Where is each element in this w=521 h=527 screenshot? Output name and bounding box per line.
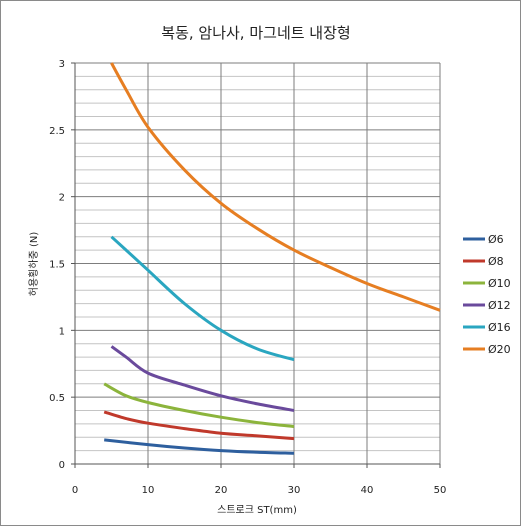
x-axis-tick-labels: 0 10 20 30 40 50: [72, 464, 447, 496]
x-axis-title: 스트로크 ST(mm): [217, 504, 297, 516]
chart-title: 복동, 암나사, 마그네트 내장형: [161, 24, 350, 42]
x-tick-label: 10: [142, 485, 155, 496]
x-tick-label: 30: [288, 485, 301, 496]
y-tick-label: 2.5: [49, 126, 65, 137]
series-lines: [103, 62, 441, 455]
y-tick-label: 1.5: [49, 260, 65, 271]
legend-label: Ø6: [488, 233, 504, 246]
series-line-0: [104, 438, 295, 455]
legend-label: Ø10: [488, 277, 511, 290]
major-gridlines: [75, 62, 441, 464]
minor-gridlines: [75, 75, 440, 452]
series-line-1: [103, 410, 295, 441]
series-line-2: [103, 382, 295, 429]
x-tick-label: 50: [434, 485, 447, 496]
y-axis-title: 허용횡하중 (N): [27, 232, 40, 297]
series-line-4: [110, 235, 295, 362]
y-tick-label: 3: [59, 59, 65, 70]
legend-label: Ø12: [488, 299, 511, 312]
x-tick-label: 0: [72, 485, 78, 496]
y-tick-label: 2: [59, 193, 65, 204]
series-line-3: [110, 345, 295, 412]
y-tick-label: 1: [59, 326, 65, 337]
legend: Ø6 Ø8 Ø10 Ø12 Ø16 Ø20: [463, 233, 511, 356]
y-axis-tick-labels: 0 0.5 1 1.5 2 2.5 3: [49, 59, 75, 471]
legend-label: Ø16: [488, 321, 511, 334]
y-tick-label: 0: [59, 460, 65, 471]
x-tick-label: 20: [215, 485, 228, 496]
x-tick-label: 40: [361, 485, 374, 496]
axis-lines: [71, 63, 440, 468]
series-line-5: [110, 62, 441, 312]
y-tick-label: 0.5: [49, 393, 65, 404]
legend-label: Ø8: [488, 255, 504, 268]
legend-label: Ø20: [488, 343, 511, 356]
